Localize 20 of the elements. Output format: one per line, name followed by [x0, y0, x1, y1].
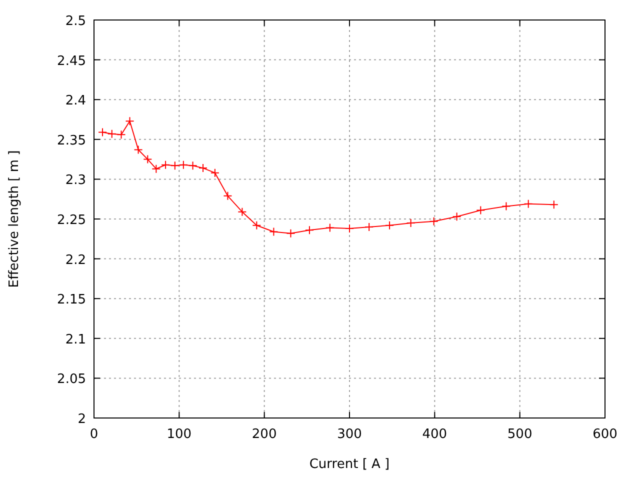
y-tick-label: 2.45: [57, 54, 86, 69]
x-tick-label: 400: [422, 427, 448, 442]
y-tick-label: 2.25: [57, 213, 86, 228]
x-tick-label: 100: [166, 427, 192, 442]
x-tick-label: 200: [252, 427, 277, 442]
x-axis-title: Current [ A ]: [309, 457, 390, 472]
x-tick-label: 300: [337, 427, 362, 442]
x-tick-label: 600: [592, 427, 618, 442]
y-tick-label: 2.5: [65, 14, 86, 29]
y-tick-label: 2: [78, 412, 86, 427]
y-tick-label: 2.2: [65, 252, 86, 268]
y-tick-label: 2.3: [65, 173, 86, 188]
x-tick-label: 500: [507, 427, 532, 442]
y-axis-title: Effective length [ m ]: [7, 150, 22, 288]
y-tick-label: 2.15: [57, 292, 86, 308]
y-tick-label: 2.1: [65, 332, 86, 348]
y-tick-label: 2.35: [57, 133, 86, 148]
x-tick-label: 0: [90, 427, 98, 442]
y-tick-label: 2.4: [65, 94, 86, 109]
y-tick-label: 2.05: [57, 372, 86, 388]
